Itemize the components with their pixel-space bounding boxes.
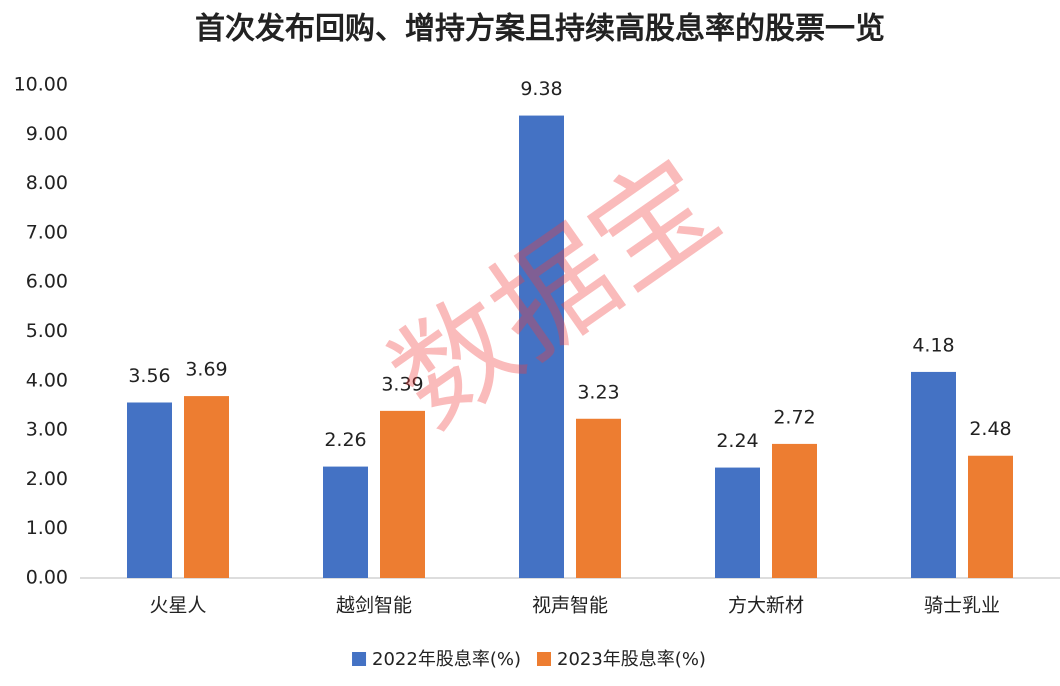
bar — [184, 396, 229, 578]
y-tick-label: 2.00 — [26, 468, 68, 490]
y-tick-label: 0.00 — [26, 567, 68, 589]
legend-label: 2022年股息率(%) — [372, 649, 521, 670]
data-label: 4.18 — [912, 334, 954, 356]
bar — [968, 455, 1013, 578]
data-label: 2.48 — [969, 418, 1011, 440]
bar — [519, 115, 564, 578]
y-tick-label: 3.00 — [26, 419, 68, 441]
data-label: 2.26 — [324, 429, 366, 451]
bar — [380, 410, 425, 578]
data-label: 2.24 — [716, 430, 758, 452]
x-tick-label: 越剑智能 — [336, 595, 412, 617]
data-label: 3.23 — [577, 381, 619, 403]
bar — [715, 467, 760, 578]
data-label: 3.56 — [128, 365, 170, 387]
y-tick-label: 8.00 — [26, 172, 68, 194]
y-tick-label: 1.00 — [26, 517, 68, 539]
bar — [127, 402, 172, 578]
y-tick-label: 9.00 — [26, 123, 68, 145]
data-label: 9.38 — [520, 78, 562, 100]
chart-title: 首次发布回购、增持方案且持续高股息率的股票一览 — [195, 12, 885, 47]
x-tick-label: 火星人 — [149, 595, 206, 617]
data-label: 3.69 — [185, 359, 227, 381]
y-tick-label: 10.00 — [14, 74, 68, 96]
y-tick-label: 6.00 — [26, 271, 68, 293]
bar — [323, 466, 368, 578]
legend: 2022年股息率(%) 2023年股息率(%) — [352, 649, 706, 670]
y-tick-label: 5.00 — [26, 320, 68, 342]
legend-swatch — [352, 652, 367, 666]
data-label: 2.72 — [773, 406, 815, 428]
legend-swatch — [537, 652, 551, 666]
x-tick-label: 方大新材 — [728, 595, 804, 617]
y-tick-label: 4.00 — [26, 369, 68, 391]
bar — [772, 443, 817, 578]
legend-label: 2023年股息率(%) — [557, 649, 706, 670]
data-label: 3.39 — [381, 373, 423, 395]
x-tick-label: 骑士乳业 — [924, 595, 1000, 617]
x-tick-label: 视声智能 — [532, 595, 608, 617]
bar — [576, 418, 621, 578]
bar — [911, 371, 956, 578]
y-tick-label: 7.00 — [26, 221, 68, 243]
